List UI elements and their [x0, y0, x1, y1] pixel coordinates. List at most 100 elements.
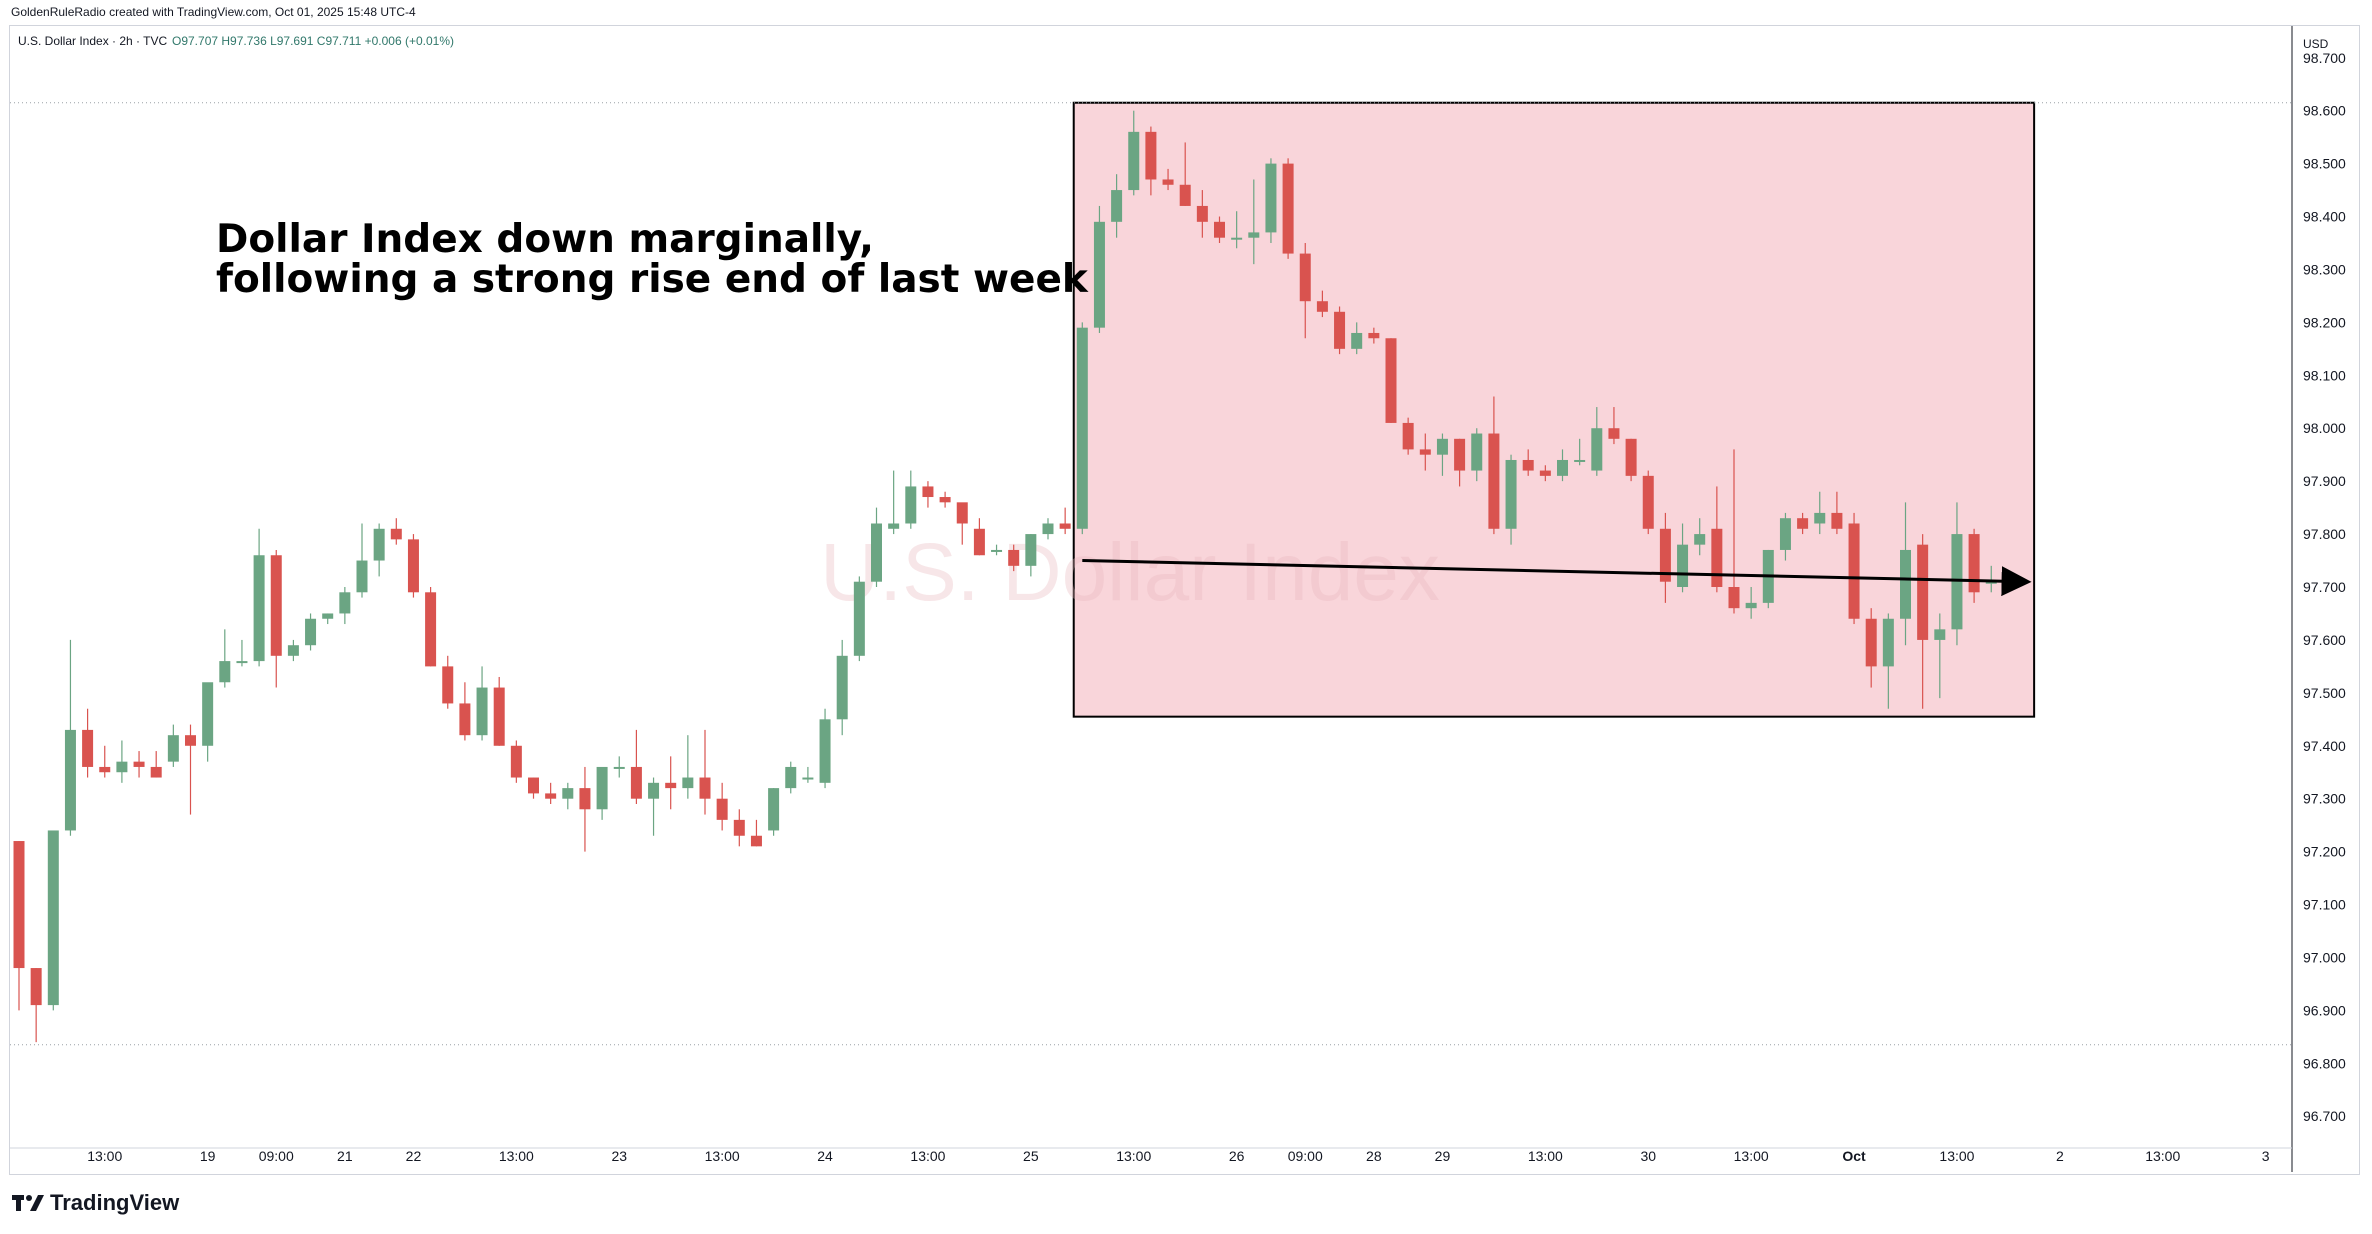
candle: [1917, 534, 1929, 709]
candle-body: [1111, 190, 1123, 222]
price-tick-label: 97.000: [2303, 949, 2346, 965]
tradingview-logo[interactable]: TradingView: [12, 1190, 179, 1216]
candle-body: [82, 729, 94, 767]
candle-body: [1694, 534, 1706, 545]
candle-body: [1454, 438, 1466, 471]
candle-body: [493, 687, 505, 746]
candle-body: [373, 528, 385, 561]
candle: [1728, 449, 1740, 614]
candle: [1591, 407, 1603, 476]
candle-body: [185, 735, 196, 746]
candle-body: [1162, 179, 1174, 185]
candle: [1436, 433, 1448, 476]
time-tick-label: 30: [1640, 1148, 1656, 1164]
candle-body: [991, 549, 1003, 552]
time-tick-label: 22: [406, 1148, 422, 1164]
candle-body: [253, 555, 265, 662]
candle-body: [202, 682, 214, 746]
candle-body: [1214, 221, 1225, 238]
candle: [339, 587, 351, 625]
candle-body: [30, 968, 42, 1006]
price-tick-label: 97.600: [2303, 632, 2346, 648]
candle: [733, 809, 745, 847]
price-tick-label: 97.300: [2303, 791, 2346, 807]
time-axis: 13:00 19 09:00 21 22 13:00 23 13:00 24 13:00 25 13:…: [10, 1147, 2292, 1164]
time-tick-label: 13:00: [1116, 1148, 1151, 1164]
candle: [287, 639, 299, 662]
candle: [1934, 613, 1946, 699]
candle: [442, 655, 454, 709]
price-tick-label: 97.700: [2303, 579, 2346, 595]
candle: [1968, 528, 1980, 603]
candle: [1025, 534, 1037, 577]
candle-body: [1025, 534, 1037, 566]
candle: [1882, 613, 1894, 709]
candle: [922, 481, 934, 508]
price-tick-label: 97.800: [2303, 526, 2346, 542]
candle: [1694, 518, 1706, 556]
candle: [219, 629, 231, 688]
candle-body: [1282, 163, 1294, 254]
candle: [1145, 126, 1157, 196]
highlight-layer: [1072, 101, 2036, 718]
candle-body: [1728, 587, 1740, 609]
time-tick-label: 13:00: [499, 1148, 534, 1164]
candle: [665, 756, 677, 810]
candle-body: [665, 782, 677, 789]
candle: [1831, 491, 1843, 535]
candle-body: [1008, 549, 1020, 566]
candle: [1900, 502, 1911, 646]
candle-body: [442, 666, 454, 704]
candle: [1128, 110, 1140, 196]
price-tick-label: 96.900: [2303, 1002, 2346, 1018]
candle-body: [1848, 523, 1860, 619]
candle-body: [133, 761, 145, 767]
candle: [1334, 306, 1346, 355]
candle: [270, 549, 282, 688]
candle-body: [1711, 528, 1723, 587]
candle-body: [528, 777, 539, 794]
candle: [596, 766, 608, 820]
candle-body: [1196, 205, 1208, 222]
candle: [305, 613, 317, 651]
price-tick-label: 98.500: [2303, 156, 2346, 172]
candle: [322, 613, 334, 625]
candle-body: [648, 782, 660, 799]
candle-body: [1574, 459, 1586, 462]
candle-body: [545, 793, 557, 799]
price-tick-label: 98.000: [2303, 420, 2346, 436]
candle: [1865, 608, 1877, 688]
candle: [956, 502, 968, 545]
candle-body: [1968, 534, 1980, 593]
candle: [390, 518, 402, 545]
candle-body: [1334, 311, 1346, 349]
candle: [1351, 322, 1363, 355]
time-tick-label: 09:00: [259, 1148, 294, 1164]
candle-body: [562, 788, 574, 799]
candle: [785, 761, 797, 794]
candle: [30, 968, 42, 1043]
candle: [768, 788, 780, 836]
price-tick-label: 96.700: [2303, 1108, 2346, 1124]
candle-body: [1779, 518, 1791, 550]
candle: [202, 682, 214, 762]
candle: [82, 708, 94, 778]
watermark: U.S. Dollar Index: [820, 527, 1440, 618]
candle: [1659, 512, 1671, 603]
candle: [1522, 449, 1534, 476]
candle: [373, 523, 385, 577]
candle-body: [630, 766, 642, 799]
candle: [356, 523, 368, 598]
reference-lines: [10, 102, 2292, 1046]
candle: [853, 576, 865, 662]
candle-body: [1128, 131, 1140, 191]
candle: [1419, 433, 1431, 471]
candle-body: [819, 719, 831, 783]
candle-body: [150, 766, 162, 778]
price-tick-label: 98.600: [2303, 103, 2346, 119]
candle: [1814, 491, 1826, 535]
candle: [648, 777, 660, 836]
candle: [1539, 465, 1551, 482]
candle-body: [1316, 301, 1328, 312]
